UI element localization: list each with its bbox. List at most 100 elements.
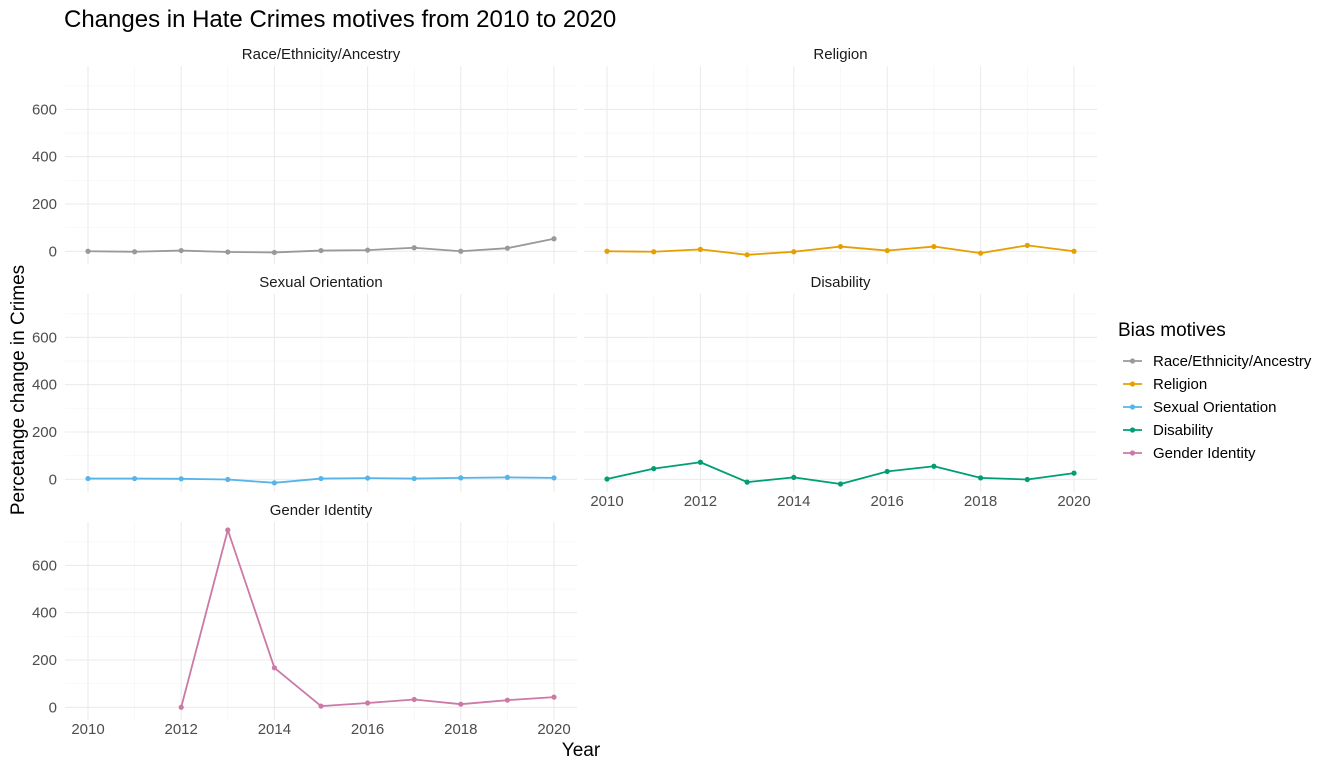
data-point-religion <box>604 248 610 254</box>
data-point-religion <box>791 249 797 255</box>
legend-item-sexual-orientation: Sexual Orientation <box>1123 399 1276 416</box>
data-point-religion <box>978 250 984 256</box>
legend-item-race-ethnicity-ancestry: Race/Ethnicity/Ancestry <box>1123 353 1312 370</box>
y-tick-label: 400 <box>32 149 57 166</box>
data-point-sexual-orientation <box>132 475 138 482</box>
legend: Bias motives Race/Ethnicity/Ancestry Reli… <box>1118 320 1312 462</box>
data-point-disability <box>604 476 610 482</box>
x-tick-label: 2018 <box>444 721 477 738</box>
y-tick-label: 0 <box>49 699 57 716</box>
data-point-race-ethnicity-ancestry <box>551 236 557 242</box>
facet-strip-label: Disability <box>810 274 871 291</box>
legend-label: Religion <box>1153 376 1207 393</box>
y-tick-label: 400 <box>32 605 57 622</box>
chart-title: Changes in Hate Crimes motives from 2010… <box>64 6 616 33</box>
legend-item-gender-identity: Gender Identity <box>1123 445 1256 462</box>
data-point-gender-identity <box>178 704 184 710</box>
data-point-gender-identity <box>458 701 464 707</box>
data-point-disability <box>791 474 797 480</box>
data-point-gender-identity <box>318 703 324 709</box>
data-point-sexual-orientation <box>271 480 277 486</box>
legend-label: Sexual Orientation <box>1153 399 1276 416</box>
data-point-religion <box>651 249 657 255</box>
legend-item-religion: Religion <box>1123 376 1207 393</box>
legend-key-point <box>1129 450 1136 456</box>
data-point-race-ethnicity-ancestry <box>225 249 231 255</box>
data-point-sexual-orientation <box>411 475 417 482</box>
y-tick-label: 600 <box>32 557 57 574</box>
facet-strip-label: Sexual Orientation <box>259 274 382 291</box>
data-point-gender-identity <box>551 694 557 700</box>
data-point-race-ethnicity-ancestry <box>458 248 464 254</box>
x-tick-label: 2020 <box>1057 493 1090 510</box>
data-point-sexual-orientation <box>365 475 371 481</box>
y-tick-label: 400 <box>32 377 57 394</box>
data-point-race-ethnicity-ancestry <box>318 247 324 254</box>
x-tick-label: 2016 <box>351 721 384 738</box>
x-tick-label: 2012 <box>684 493 717 510</box>
data-point-sexual-orientation <box>504 474 510 480</box>
legend-label: Disability <box>1153 422 1214 439</box>
data-point-disability <box>651 466 657 472</box>
data-point-race-ethnicity-ancestry <box>178 247 184 254</box>
y-tick-label: 200 <box>32 424 57 441</box>
facet-panels: Race/Ethnicity/Ancestry 0 200 400 600 Religio… <box>32 46 1097 738</box>
data-point-sexual-orientation <box>551 475 557 481</box>
data-point-religion <box>884 247 890 254</box>
data-point-disability <box>744 479 750 485</box>
x-tick-label: 2016 <box>871 493 904 510</box>
facet-strip-label: Gender Identity <box>270 502 373 519</box>
data-point-religion <box>744 252 750 258</box>
y-tick-label: 0 <box>49 471 57 488</box>
data-point-gender-identity <box>504 697 510 703</box>
data-point-sexual-orientation <box>85 475 91 482</box>
data-point-disability <box>931 463 937 469</box>
y-tick-label: 200 <box>32 196 57 213</box>
x-tick-label: 2018 <box>964 493 997 510</box>
data-point-disability <box>1071 470 1077 476</box>
y-tick-label: 200 <box>32 652 57 669</box>
panel-religion: Religion <box>584 46 1097 264</box>
data-point-race-ethnicity-ancestry <box>365 247 371 253</box>
data-point-gender-identity <box>365 700 371 706</box>
facet-strip-label: Race/Ethnicity/Ancestry <box>242 46 401 63</box>
panel-race-ethnicity-ancestry: Race/Ethnicity/Ancestry 0 200 400 600 <box>32 46 577 264</box>
data-point-race-ethnicity-ancestry <box>271 249 277 256</box>
x-tick-label: 2014 <box>258 721 291 738</box>
y-tick-label: 600 <box>32 101 57 118</box>
x-tick-label: 2010 <box>590 493 623 510</box>
legend-key-point <box>1129 358 1136 364</box>
data-point-religion <box>931 243 937 250</box>
data-point-gender-identity <box>411 696 417 703</box>
data-point-race-ethnicity-ancestry <box>411 245 417 251</box>
facet-strip-label: Religion <box>813 46 867 63</box>
legend-key-point <box>1129 381 1136 387</box>
panel-gender-identity: Gender Identity 0 200 400 600 2010 2012 2014 201… <box>32 502 577 738</box>
x-tick-label: 2012 <box>165 721 198 738</box>
data-point-religion <box>1071 248 1077 254</box>
x-tick-label: 2014 <box>777 493 810 510</box>
data-point-sexual-orientation <box>225 476 231 483</box>
data-point-religion <box>837 243 844 250</box>
data-point-race-ethnicity-ancestry <box>132 249 138 255</box>
legend-key-point <box>1129 427 1136 433</box>
data-point-disability <box>1024 476 1030 483</box>
data-point-disability <box>837 481 844 487</box>
x-tick-label: 2010 <box>71 721 104 738</box>
data-point-sexual-orientation <box>318 475 324 482</box>
data-point-gender-identity <box>271 665 277 671</box>
data-point-disability <box>884 468 890 475</box>
data-point-disability <box>697 459 704 465</box>
legend-label: Gender Identity <box>1153 445 1256 462</box>
y-axis-title: Percetange change in Crimes <box>8 265 29 515</box>
legend-item-disability: Disability <box>1123 422 1214 439</box>
data-point-race-ethnicity-ancestry <box>504 245 510 251</box>
x-tick-label: 2020 <box>537 721 570 738</box>
y-tick-label: 0 <box>49 243 57 260</box>
panel-disability: Disability 2010 2012 2014 2016 2018 2020 <box>584 274 1097 510</box>
panel-sexual-orientation: Sexual Orientation 0 200 400 600 <box>32 274 577 492</box>
y-tick-label: 600 <box>32 329 57 346</box>
legend-label: Race/Ethnicity/Ancestry <box>1153 353 1312 370</box>
data-point-sexual-orientation <box>458 475 464 481</box>
